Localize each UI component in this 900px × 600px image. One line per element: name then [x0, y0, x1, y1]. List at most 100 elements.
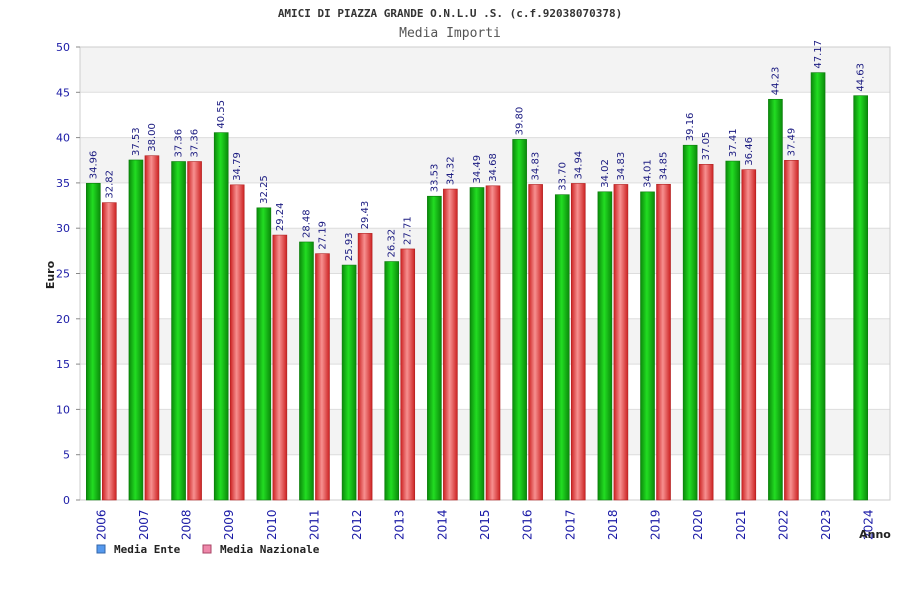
legend: Media Ente Media Nazionale: [96, 543, 320, 556]
x-tick-label: 2016: [521, 509, 535, 540]
y-tick-label: 30: [56, 222, 70, 235]
data-label: 27.19: [317, 221, 328, 250]
bar-media-ente-2017: [554, 194, 570, 501]
data-label: 37.05: [701, 132, 712, 161]
data-label: 38.00: [147, 123, 158, 152]
data-label: 37.49: [786, 128, 797, 157]
grid-band: [80, 92, 890, 138]
x-tick-label: 2010: [265, 509, 279, 540]
y-tick-label: 40: [56, 132, 70, 145]
chart-subtitle: Media Importi: [399, 26, 501, 41]
bar-media-ente-2018: [597, 191, 613, 501]
data-label: 37.41: [728, 128, 739, 157]
data-label: 44.23: [770, 67, 781, 96]
legend-label-media-ente: Media Ente: [114, 543, 181, 556]
x-axis-label: Anno: [859, 528, 891, 541]
bar-media-nazionale-2010: [272, 234, 288, 501]
bars: [86, 72, 868, 501]
y-axis-label: Euro: [44, 260, 57, 289]
x-tick-label: 2008: [180, 509, 194, 540]
data-label: 34.96: [88, 151, 99, 180]
data-label: 37.36: [174, 129, 185, 158]
bar-media-ente-2016: [512, 139, 527, 501]
bar-media-nazionale-2018: [613, 184, 629, 501]
bar-media-nazionale-2020: [698, 164, 714, 501]
bar-media-ente-2015: [469, 187, 485, 501]
data-label: 27.71: [403, 216, 414, 245]
data-label: 40.55: [216, 100, 227, 129]
data-label: 34.49: [472, 155, 483, 184]
bar-media-ente-2010: [256, 207, 272, 501]
y-axis: 0 5 10 15 20 25 30 35 40 45 50: [56, 41, 80, 507]
x-tick-label: 2023: [819, 509, 833, 540]
data-label: 34.32: [445, 156, 456, 185]
bar-media-nazionale-2017: [570, 183, 586, 501]
bar-media-nazionale-2011: [315, 253, 330, 501]
bar-media-nazionale-2009: [229, 184, 245, 501]
bar-media-ente-2022: [768, 98, 783, 501]
bar-media-nazionale-2016: [528, 184, 543, 501]
data-label: 34.83: [531, 152, 542, 181]
data-label: 37.53: [131, 127, 142, 156]
data-label: 44.63: [856, 63, 867, 92]
bar-media-nazionale-2021: [741, 169, 757, 501]
y-tick-label: 20: [56, 313, 70, 326]
bar-media-ente-2014: [427, 195, 442, 501]
data-label: 39.16: [685, 113, 696, 142]
x-tick-label: 2019: [649, 509, 663, 540]
x-tick-label: 2007: [137, 509, 151, 540]
bar-media-nazionale-2013: [400, 248, 416, 501]
x-tick-label: 2011: [307, 509, 321, 540]
x-tick-label: 2021: [734, 509, 748, 540]
data-label: 29.24: [275, 202, 286, 231]
bar-media-nazionale-2006: [102, 202, 117, 501]
x-tick-label: 2024: [862, 509, 876, 540]
bar-media-ente-2024: [853, 95, 868, 501]
data-label: 32.25: [259, 175, 270, 204]
legend-label-media-nazionale: Media Nazionale: [220, 543, 320, 556]
y-tick-label: 25: [56, 268, 70, 281]
bar-media-nazionale-2014: [443, 188, 458, 501]
y-tick-label: 15: [56, 358, 70, 371]
bar-media-ente-2023: [810, 72, 826, 501]
data-label: 34.68: [488, 153, 499, 182]
bar-media-ente-2007: [128, 159, 144, 501]
data-label: 39.80: [515, 107, 526, 136]
data-label: 32.82: [104, 170, 115, 199]
x-tick-label: 2015: [478, 509, 492, 540]
x-tick-label: 2006: [94, 509, 108, 540]
data-label: 33.53: [429, 164, 440, 193]
bar-media-ente-2013: [384, 261, 400, 501]
data-label: 36.46: [744, 137, 755, 166]
x-tick-label: 2017: [563, 509, 577, 540]
bar-media-ente-2011: [299, 241, 314, 501]
y-tick-label: 45: [56, 86, 70, 99]
bar-media-nazionale-2012: [357, 233, 373, 501]
y-tick-label: 50: [56, 41, 70, 54]
bar-media-ente-2006: [86, 182, 101, 501]
y-tick-label: 5: [63, 449, 70, 462]
data-label: 34.02: [600, 159, 611, 188]
legend-swatch-media-ente: [96, 544, 106, 554]
data-label: 33.70: [557, 162, 568, 191]
chart-title: AMICI DI PIAZZA GRANDE O.N.L.U .S. (c.f.…: [278, 7, 622, 20]
bar-media-nazionale-2007: [144, 155, 160, 501]
data-label: 37.36: [190, 129, 201, 158]
x-tick-label: 2013: [393, 509, 407, 540]
y-tick-label: 35: [56, 177, 70, 190]
data-label: 47.17: [813, 40, 824, 69]
legend-swatch-media-nazionale: [202, 544, 212, 554]
bar-media-nazionale-2008: [187, 161, 202, 501]
grid-band: [80, 47, 890, 93]
data-label: 25.93: [344, 232, 355, 261]
bar-media-ente-2012: [341, 264, 357, 501]
bar-media-nazionale-2015: [485, 185, 501, 501]
x-tick-label: 2020: [691, 509, 705, 540]
bar-media-nazionale-2022: [784, 160, 799, 501]
y-tick-label: 10: [56, 403, 70, 416]
bar-media-ente-2021: [725, 160, 741, 501]
data-label: 34.01: [643, 159, 654, 188]
data-label: 29.43: [360, 201, 371, 230]
data-label: 28.48: [301, 209, 312, 238]
